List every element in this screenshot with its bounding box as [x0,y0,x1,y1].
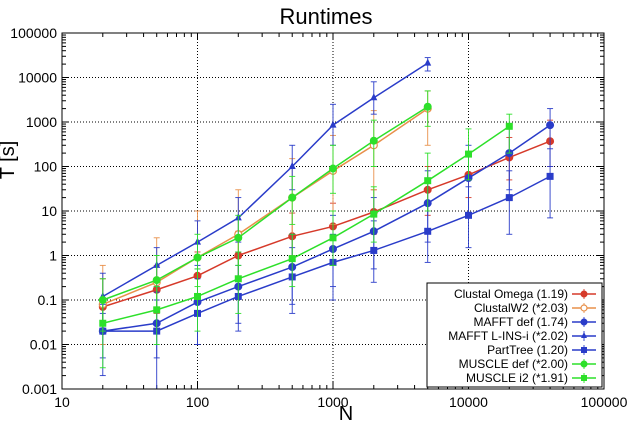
series-line [102,107,429,306]
data-point [370,246,378,254]
y-tick-label: 10 [41,203,57,219]
x-tick-label: 100000 [581,394,628,410]
legend-swatch-marker [580,290,588,298]
data-point [329,120,337,128]
legend-entry: PartTree (1.20) [487,343,596,357]
legend-label: MAFFT L-INS-i (*2.02) [448,329,568,343]
legend-entry: MUSCLE i2 (*1.91) [466,371,596,385]
legend-label: MUSCLE i2 (*1.91) [466,371,568,385]
x-tick-label: 10 [54,394,70,410]
data-point [153,306,161,314]
x-tick-label: 1000 [317,394,348,410]
data-point [370,93,378,101]
legend-label: ClustalW2 (*2.03) [474,301,568,315]
data-point [505,122,513,130]
data-point [329,164,337,173]
data-point [194,292,201,300]
legend-entry: ClustalW2 (*2.03) [474,301,596,315]
y-tick-label: 1 [49,248,57,264]
data-point [370,210,378,218]
legend-label: MAFFT def (1.74) [474,315,568,329]
data-point [288,193,297,202]
x-tick-label: 100 [186,394,210,410]
legend-entry: MAFFT L-INS-i (*2.02) [448,329,596,343]
y-axis-title: T [s] [0,141,19,180]
data-point [546,172,554,180]
x-tick-label: 10000 [449,394,488,410]
data-point [546,121,555,130]
y-tick-label: 0.001 [22,381,57,397]
data-point [369,136,378,145]
data-point [99,319,107,327]
legend-swatch-marker [581,347,587,353]
legend-swatch-marker [580,304,588,312]
data-point [329,234,337,242]
legend: Clustal Omega (1.19)ClustalW2 (*2.03)MAF… [426,282,603,388]
data-point [234,275,242,283]
y-tick-label: 10000 [18,70,57,86]
legend-swatch-marker [580,318,588,326]
legend-entry: MAFFT def (1.74) [474,315,596,329]
legend-swatch-marker [581,332,587,338]
series-6 [99,113,513,369]
legend-label: Clustal Omega (1.19) [454,287,568,301]
plot-frame [61,32,605,390]
x-axis-title: N [339,403,353,425]
series-line [102,106,429,301]
legend-entry: Clustal Omega (1.19) [454,287,596,301]
data-point [193,253,202,262]
data-point [465,211,472,219]
legend-box [426,282,603,388]
data-point [465,150,472,158]
plot-series [98,57,555,390]
axis-ticks: 10 100 1000 10000 100000 0.001 0.01 0.1 1 10 100 10… [10,25,627,410]
y-tick-label: 100 [34,159,58,175]
data-point [423,102,432,111]
legend-swatch-marker [580,360,588,368]
data-point [424,58,432,66]
data-point [505,194,513,202]
legend-entry: MUSCLE def (*2.00) [459,357,596,371]
legend-label: MUSCLE def (*2.00) [459,357,568,371]
data-point [234,233,243,242]
series-line [102,125,510,324]
legend-swatch-marker [581,375,587,381]
data-point [424,227,432,235]
y-tick-label: 100000 [10,25,57,41]
data-point [152,276,161,285]
y-tick-label: 1000 [26,114,57,130]
y-tick-label: 0.01 [30,337,57,353]
data-point [424,177,432,185]
y-tick-label: 0.1 [38,292,58,308]
data-point [288,162,296,169]
chart-title: Runtimes [280,4,373,29]
data-point [288,255,296,263]
legend-label: PartTree (1.20) [487,343,568,357]
series-line [102,62,429,298]
